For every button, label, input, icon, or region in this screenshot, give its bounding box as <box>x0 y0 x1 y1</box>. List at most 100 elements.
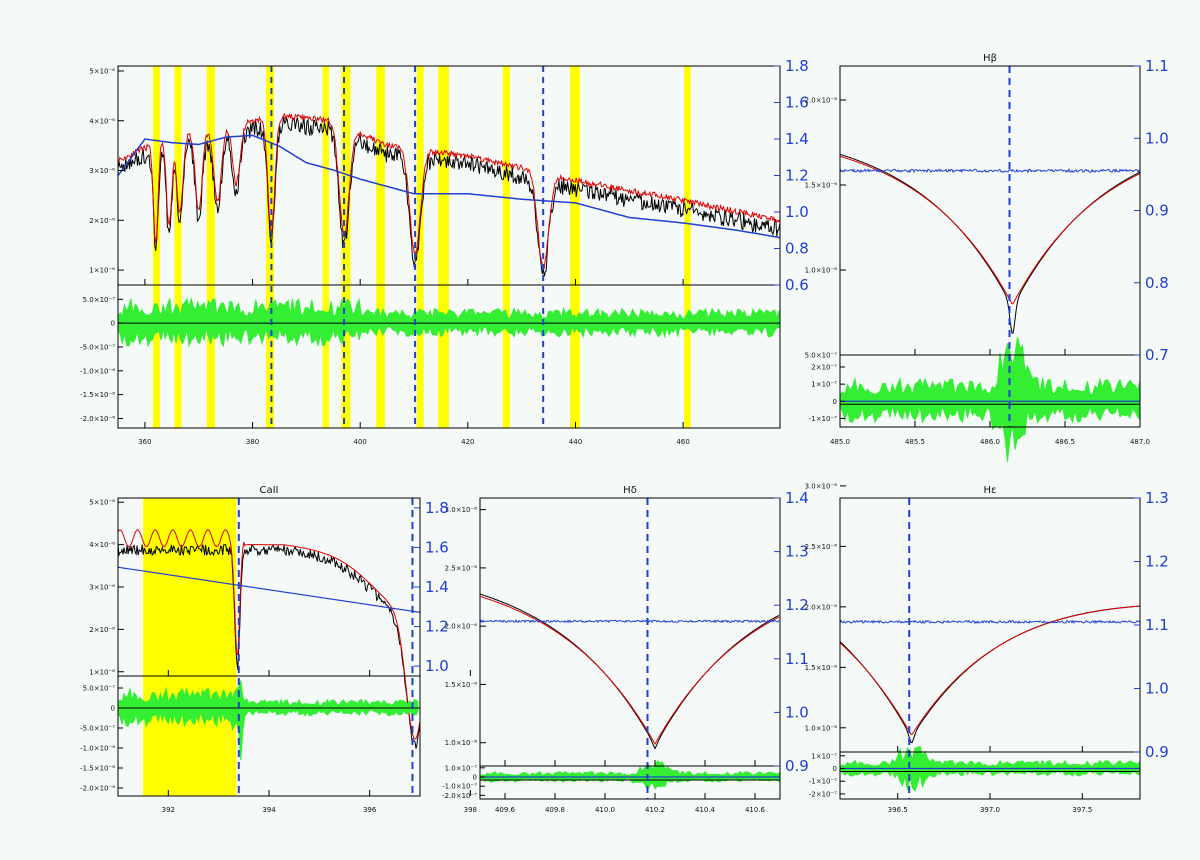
x-tick-label: 398 <box>464 806 477 814</box>
panel-frame <box>479 497 781 800</box>
highlight-band <box>174 66 182 428</box>
y-left-tick-label: 3.0×10⁻⁶ <box>445 506 478 514</box>
ratio-curve <box>839 168 1141 174</box>
y-right-tick-label: 1.2 <box>425 618 449 636</box>
y-left-tick-label: 1.5×10⁻⁶ <box>805 182 838 190</box>
x-tick-label: 397.5 <box>1072 806 1092 814</box>
resid-tick-label: -1.5×10⁻⁶ <box>80 765 115 773</box>
highlight-band <box>376 66 385 428</box>
y-left-tick-label: 4×10⁻⁶ <box>89 541 115 549</box>
x-tick-label: 392 <box>162 806 175 814</box>
y-left-tick-label: 3×10⁻⁶ <box>89 167 115 175</box>
resid-tick-label: -5.0×10⁻⁷ <box>80 343 115 351</box>
y-right-tick-label: 1.0 <box>785 203 809 221</box>
y-left-tick-label: 3×10⁻⁶ <box>89 584 115 592</box>
he-panel: 396.5 397.0 397.5 3.0×10⁻⁶ 2.5×10⁻⁶ 2.0×10⁻⁶ 1… <box>805 482 1169 814</box>
y-right-tick-label: 1.8 <box>425 499 449 517</box>
x-tick-label: 396.5 <box>888 806 908 814</box>
resid-tick-label: -1.0×10⁻⁶ <box>80 367 115 375</box>
ratio-curve <box>117 134 781 239</box>
y-right-tick-label: 1.4 <box>785 130 809 148</box>
y-left-tick-label: 1.0×10⁻⁶ <box>445 739 478 747</box>
highlight-band <box>266 66 275 428</box>
highlight-band <box>322 66 329 428</box>
y-right-tick-label: 0.8 <box>1145 274 1169 292</box>
highlight-band <box>684 66 691 428</box>
panel-title: Hδ <box>623 485 637 496</box>
x-tick-label: 487.0 <box>1130 438 1150 446</box>
y-left-tick-label: 2×10⁻⁶ <box>89 626 115 634</box>
x-tick-label: 397.0 <box>980 806 1000 814</box>
ratio-curve <box>479 619 780 624</box>
ratio-curve <box>117 566 421 613</box>
x-tick-label: 394 <box>262 806 276 814</box>
y-right-tick-label: 1.1 <box>785 650 809 668</box>
highlight-band <box>502 66 510 428</box>
y-left-tick-label: 4×10⁻⁶ <box>89 117 115 125</box>
highlight-band <box>438 66 449 428</box>
resid-tick-label: -1×10⁻⁷ <box>809 415 837 423</box>
resid-tick-label: -2.0×10⁻⁶ <box>80 415 115 423</box>
x-tick-label: 440 <box>569 438 582 446</box>
y-right-tick-label: 1.6 <box>785 94 809 112</box>
y-right-tick-label: 0.9 <box>785 757 809 775</box>
model-spectrum <box>839 155 1141 305</box>
resid-tick-label: -5.0×10⁻⁷ <box>80 725 115 733</box>
resid-tick-label: 0 <box>833 398 837 406</box>
y-left-tick-label: 3.0×10⁻⁶ <box>805 482 838 490</box>
y-right-tick-label: 1.6 <box>425 538 449 556</box>
highlight-band <box>206 66 215 428</box>
observed-spectrum <box>839 153 1141 334</box>
y-right-tick-label: 1.1 <box>1145 57 1169 75</box>
observed-spectrum <box>479 593 780 750</box>
y-left-tick-label: 5×10⁻⁶ <box>89 499 115 507</box>
x-tick-label: 410.2 <box>645 806 665 814</box>
y-right-tick-label: 1.8 <box>785 57 809 75</box>
x-tick-label: 485.5 <box>905 438 925 446</box>
y-right-tick-label: 1.2 <box>785 167 809 185</box>
resid-tick-label: -1×10⁻⁷ <box>809 778 837 786</box>
resid-tick-label: 2×10⁻⁷ <box>811 364 837 372</box>
x-tick-label: 400 <box>354 438 367 446</box>
y-right-tick-label: 0.9 <box>1145 202 1169 220</box>
ratio-curve <box>839 619 1141 625</box>
y-right-tick-label: 1.2 <box>785 596 809 614</box>
resid-tick-label: 0 <box>111 320 115 328</box>
model-spectrum <box>117 112 781 270</box>
resid-tick-label: -1.0×10⁻⁷ <box>442 783 477 791</box>
panel-title: Hβ <box>983 53 997 64</box>
y-left-tick-label: 2.0×10⁻⁶ <box>445 623 478 631</box>
x-tick-label: 360 <box>138 438 151 446</box>
x-tick-label: 409.8 <box>545 806 565 814</box>
residuals <box>117 680 419 761</box>
observed-spectrum <box>839 605 1141 744</box>
y-left-tick-label: 1.0×10⁻⁶ <box>805 267 838 275</box>
resid-tick-label: -2×10⁻⁷ <box>809 790 837 798</box>
x-tick-label: 396 <box>363 806 377 814</box>
model-spectrum <box>839 605 1141 736</box>
resid-tick-label: 0 <box>833 765 837 773</box>
overview-panel: 360 380 400 420 440 460 5×10⁻⁶ 4×10⁻⁶ 3×10⁻⁶ 2×10… <box>80 57 809 446</box>
model-spectrum <box>479 595 780 745</box>
highlight-band <box>416 66 424 428</box>
resid-tick-label: 1.0×10⁻⁷ <box>445 764 478 772</box>
highlight-band <box>341 66 351 428</box>
panel-frame <box>839 497 1141 800</box>
y-right-tick-label: 1.0 <box>425 657 449 675</box>
y-left-tick-label: 5.0×10⁻⁷ <box>805 352 838 360</box>
panel-frame <box>117 65 781 429</box>
x-tick-label: 460 <box>676 438 689 446</box>
resid-tick-label: 0 <box>473 774 477 782</box>
y-right-tick-label: 0.7 <box>1145 346 1169 364</box>
y-left-tick-label: 1.5×10⁻⁶ <box>445 681 478 689</box>
y-left-tick-label: 2.5×10⁻⁶ <box>805 543 838 551</box>
resid-tick-label: 1×10⁻⁷ <box>811 381 837 389</box>
resid-tick-label: 5.0×10⁻⁷ <box>83 685 116 693</box>
y-left-tick-label: 2×10⁻⁶ <box>89 217 115 225</box>
resid-tick-label: -1.5×10⁻⁶ <box>80 391 115 399</box>
highlight-band <box>143 498 237 796</box>
caii-panel: 392 394 396 398 5×10⁻⁶ 4×10⁻⁶ 3×10⁻⁶ 2×10⁻⁶ 1×10… <box>80 485 477 814</box>
y-right-tick-label: 1.3 <box>785 543 809 561</box>
resid-tick-label: -2.0×10⁻⁷ <box>442 792 477 800</box>
